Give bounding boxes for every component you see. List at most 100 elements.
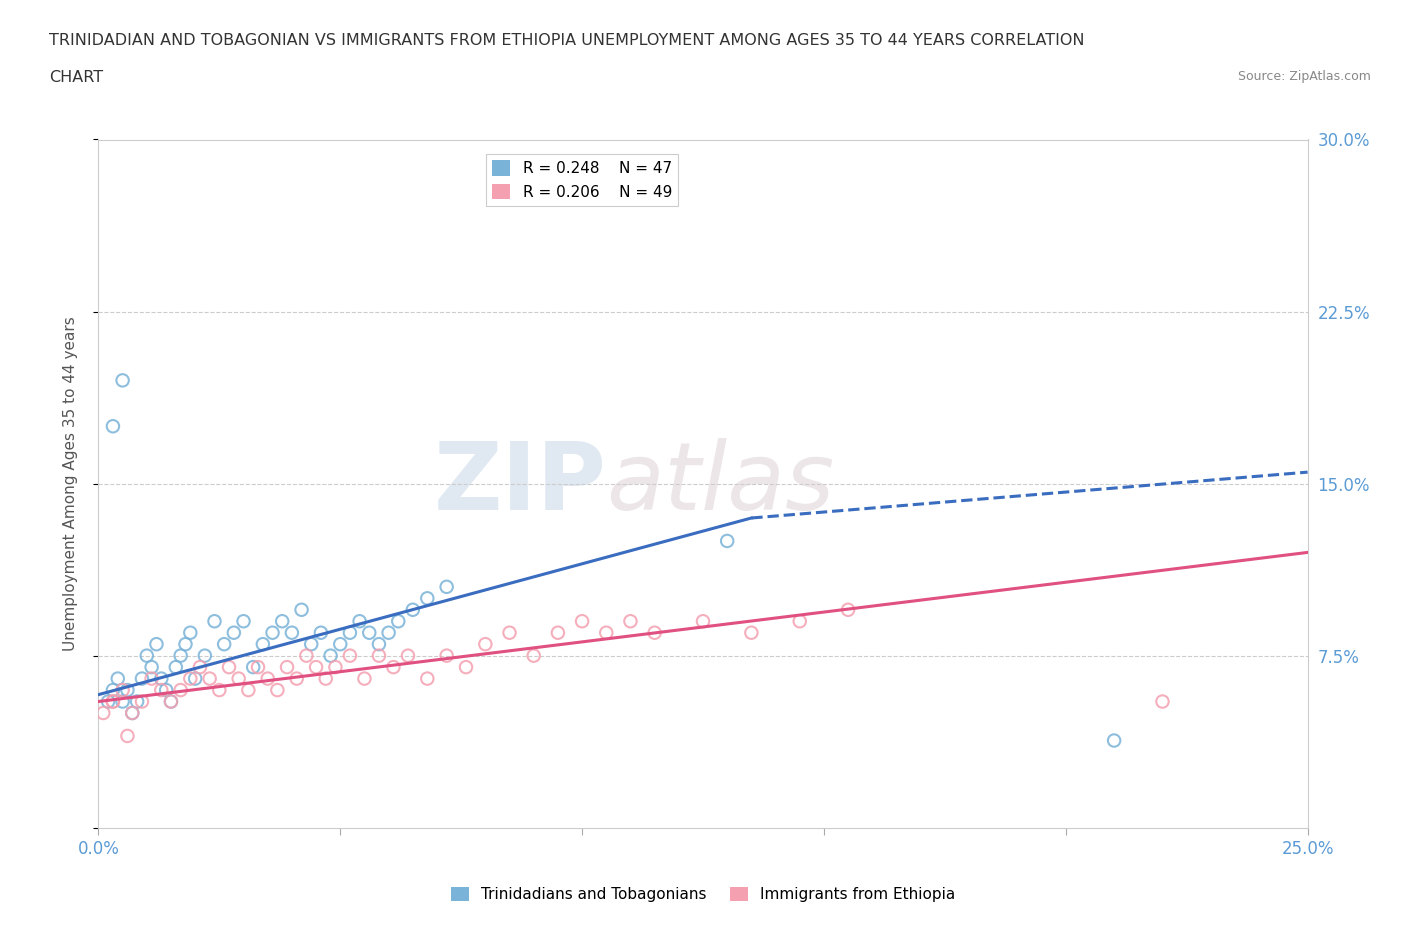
Point (740, 625, 762, 640)
Point (252, 637, 274, 652)
Point (290, 603, 312, 618)
Legend: R = 0.248    N = 47, R = 0.206    N = 49: R = 0.248 N = 47, R = 0.206 N = 49 (486, 154, 678, 206)
Point (101, 418, 124, 433)
Point (135, 648, 157, 663)
Point (117, 683, 139, 698)
Point (436, 648, 458, 663)
Point (194, 648, 217, 663)
Point (315, 671, 337, 686)
Point (101, 694, 124, 709)
Point (474, 637, 496, 652)
Point (692, 614, 714, 629)
Point (117, 728, 139, 743)
Point (339, 625, 361, 640)
Point (416, 591, 439, 605)
Point (218, 659, 240, 674)
Point (111, 694, 134, 709)
Point (382, 659, 405, 674)
Point (184, 671, 207, 686)
Point (339, 648, 361, 663)
Point (179, 625, 201, 640)
Point (160, 694, 183, 709)
Point (160, 694, 183, 709)
Point (174, 637, 197, 652)
Point (523, 648, 546, 663)
Point (97, 694, 120, 709)
Point (1102, 733, 1125, 748)
Point (121, 706, 143, 721)
Point (101, 694, 124, 709)
Point (228, 671, 250, 686)
Point (436, 579, 458, 594)
Point (276, 659, 298, 674)
Point (208, 683, 231, 698)
Point (169, 648, 191, 663)
Point (127, 694, 149, 709)
Point (359, 625, 381, 640)
Point (141, 659, 163, 674)
Point (281, 625, 304, 640)
Point (271, 614, 294, 629)
Point (368, 637, 391, 652)
Point (299, 637, 322, 652)
Point (644, 625, 666, 640)
Text: ZIP: ZIP (433, 438, 606, 529)
Point (402, 603, 425, 618)
Point (595, 625, 617, 640)
Point (789, 614, 811, 629)
Point (266, 683, 288, 698)
Point (262, 625, 284, 640)
Point (396, 648, 419, 663)
Point (204, 614, 226, 629)
Point (169, 683, 191, 698)
Point (285, 671, 308, 686)
Point (547, 625, 569, 640)
Point (1152, 694, 1174, 709)
Point (232, 614, 254, 629)
Point (111, 373, 134, 388)
Point (212, 637, 235, 652)
Point (131, 671, 153, 686)
Point (295, 648, 318, 663)
Point (353, 671, 375, 686)
Point (256, 671, 278, 686)
Point (111, 683, 134, 698)
Point (101, 683, 124, 698)
Point (716, 534, 738, 549)
Point (222, 625, 245, 640)
Point (349, 614, 371, 629)
Point (571, 614, 593, 629)
Point (107, 671, 129, 686)
Point (145, 637, 167, 652)
Point (837, 603, 859, 618)
Point (238, 683, 260, 698)
Text: TRINIDADIAN AND TOBAGONIAN VS IMMIGRANTS FROM ETHIOPIA UNEMPLOYMENT AMONG AGES 3: TRINIDADIAN AND TOBAGONIAN VS IMMIGRANTS… (49, 33, 1084, 47)
Point (368, 648, 391, 663)
Point (416, 671, 439, 686)
Point (91, 706, 114, 721)
Point (319, 648, 342, 663)
Text: CHART: CHART (49, 70, 103, 85)
Point (377, 625, 399, 640)
Point (498, 625, 520, 640)
Legend: Trinidadians and Tobagonians, Immigrants from Ethiopia: Trinidadians and Tobagonians, Immigrants… (444, 881, 962, 909)
Text: atlas: atlas (606, 438, 835, 529)
Point (325, 659, 347, 674)
Point (242, 659, 264, 674)
Point (150, 683, 173, 698)
Point (309, 625, 332, 640)
Point (387, 614, 409, 629)
Point (454, 659, 477, 674)
Point (141, 671, 163, 686)
Point (155, 683, 177, 698)
Point (188, 659, 211, 674)
Text: Source: ZipAtlas.com: Source: ZipAtlas.com (1237, 70, 1371, 83)
Point (305, 659, 328, 674)
Point (165, 659, 187, 674)
Y-axis label: Unemployment Among Ages 35 to 44 years: Unemployment Among Ages 35 to 44 years (63, 316, 77, 651)
Point (329, 637, 352, 652)
Point (619, 614, 641, 629)
Point (150, 671, 173, 686)
Point (131, 694, 153, 709)
Point (198, 671, 221, 686)
